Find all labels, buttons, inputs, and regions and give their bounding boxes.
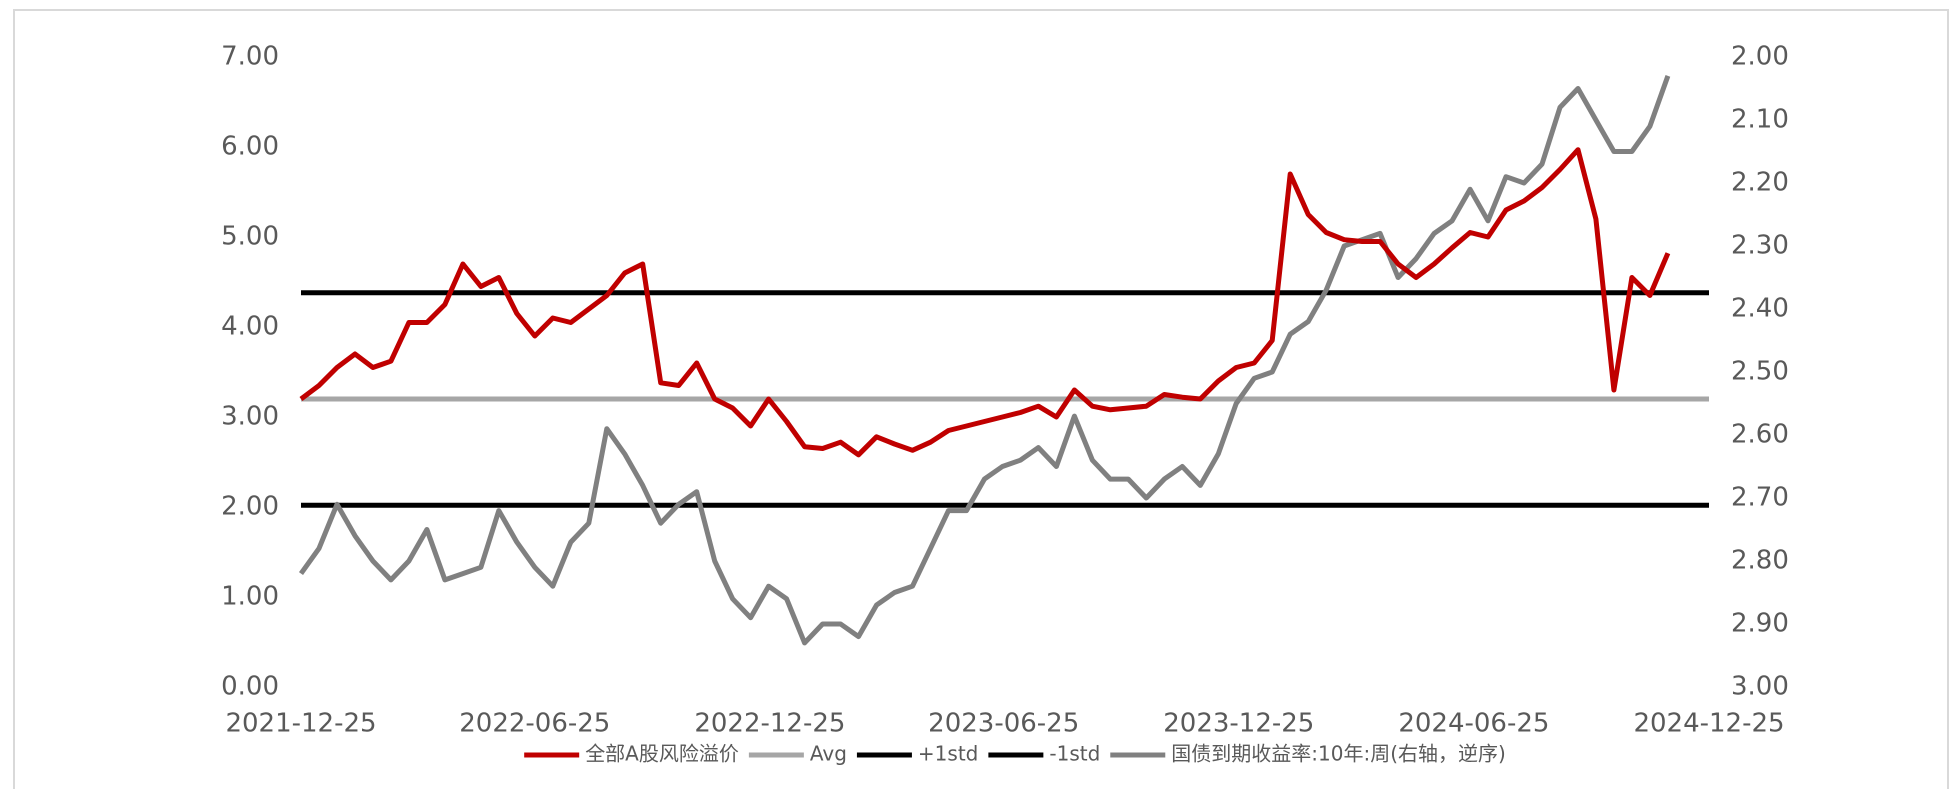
grid-layer <box>301 290 1709 508</box>
y-tick-label: 0.00 <box>221 672 279 702</box>
y2-tick-label: 2.40 <box>1731 294 1789 324</box>
x-tick-label: 2023-06-25 <box>928 709 1079 739</box>
y2-tick-label: 2.60 <box>1731 420 1789 450</box>
y2-tick-label: 2.50 <box>1731 357 1789 387</box>
legend: 全部A股风险溢价 Avg +1std -1std 国债到期收益率:10年:周(右轴，逆序… <box>524 742 1506 766</box>
series-line <box>299 147 1671 458</box>
y-tick-label: 6.00 <box>221 132 279 162</box>
legend-label: 国债到期收益率:10年:周(右轴，逆序) <box>1171 742 1506 766</box>
x-tick-label: 2022-06-25 <box>459 709 610 739</box>
x-tick-label: 2024-06-25 <box>1398 709 1549 739</box>
legend-label: +1std <box>918 742 978 766</box>
legend-label: Avg <box>810 742 847 766</box>
y2-tick-label: 2.90 <box>1731 609 1789 639</box>
axes-layer: 0.00 1.00 2.00 3.00 4.00 5.00 6.00 7.00 2.00 2.10… <box>221 42 1789 739</box>
y2-tick-label: 2.20 <box>1731 168 1789 198</box>
y2-tick-label: 2.30 <box>1731 231 1789 261</box>
y2-tick-label: 2.70 <box>1731 483 1789 513</box>
x-tick-label: 2024-12-25 <box>1633 709 1784 739</box>
x-tick-label: 2021-12-25 <box>225 709 376 739</box>
plot-layer <box>298 75 1671 646</box>
y2-tick-label: 2.10 <box>1731 105 1789 135</box>
frame <box>13 9 1949 793</box>
y-tick-label: 3.00 <box>221 402 279 432</box>
legend-label: 全部A股风险溢价 <box>585 742 739 766</box>
x-tick-label: 2023-12-25 <box>1163 709 1314 739</box>
series-line <box>298 75 1671 646</box>
y-tick-label: 7.00 <box>221 42 279 72</box>
y2-tick-label: 2.80 <box>1731 546 1789 576</box>
x-tick-label: 2022-12-25 <box>694 709 845 739</box>
y2-tick-label: 3.00 <box>1731 672 1789 702</box>
y-tick-label: 5.00 <box>221 222 279 252</box>
y-tick-label: 4.00 <box>221 312 279 342</box>
legend-label: -1std <box>1049 742 1100 766</box>
y-tick-label: 2.00 <box>221 492 279 522</box>
y-tick-label: 1.00 <box>221 582 279 612</box>
y2-tick-label: 2.00 <box>1731 42 1789 72</box>
